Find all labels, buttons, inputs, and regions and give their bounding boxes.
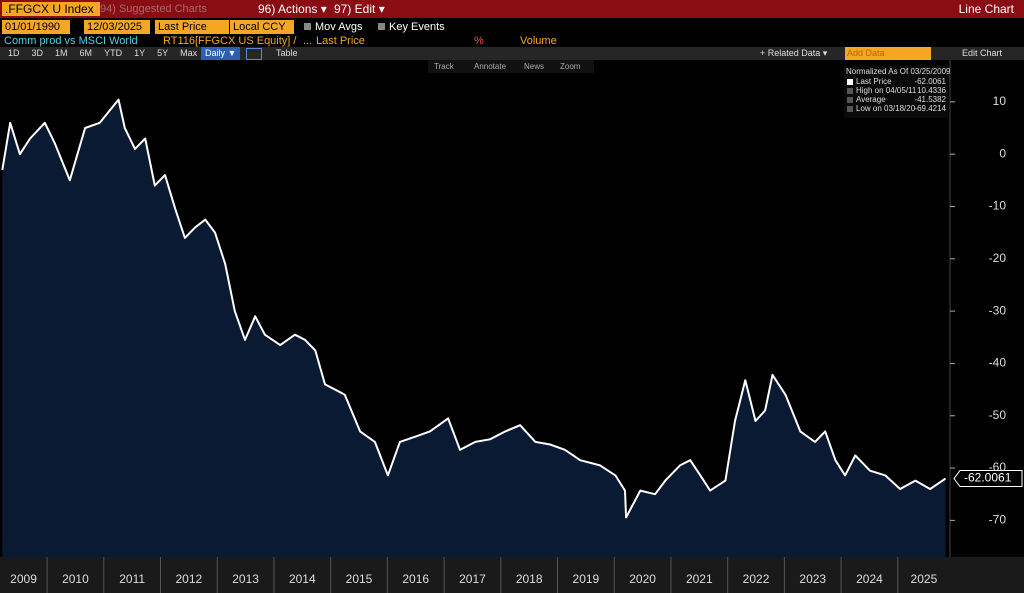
security: RT116[FFGCX US Equity] / <box>163 35 297 47</box>
x-tick-label: 2023 <box>799 572 826 586</box>
legend-box <box>844 66 948 118</box>
x-tick-label: 2017 <box>459 572 486 586</box>
y-tick-label: -40 <box>989 356 1007 370</box>
legend-label: Low on 03/18/20 <box>856 104 916 113</box>
period-button[interactable]: Max <box>180 48 198 58</box>
suggested-charts[interactable]: 94) Suggested Charts <box>100 3 208 15</box>
x-tick-label: 2010 <box>62 572 89 586</box>
x-tick-label: 2015 <box>346 572 373 586</box>
field-label: Last Price <box>316 35 365 47</box>
period-button[interactable]: YTD <box>104 48 123 58</box>
mov-avgs[interactable]: Mov Avgs <box>304 20 363 34</box>
period-button[interactable]: 1Y <box>134 48 146 58</box>
period-button[interactable]: 3D <box>31 48 44 58</box>
last-price-tag: -62.0061 <box>964 471 1012 485</box>
period-button[interactable]: 1M <box>55 48 68 58</box>
x-tick-label: 2025 <box>911 572 938 586</box>
legend-label: Average <box>856 95 886 104</box>
y-tick-label: 0 <box>999 146 1006 160</box>
legend-label: Last Price <box>856 77 892 86</box>
legend-label: High on 04/05/11 <box>856 86 917 95</box>
mov-avgs-label: Mov Avgs <box>315 21 363 33</box>
period-button[interactable]: 1D <box>8 48 20 58</box>
volume: Volume <box>520 35 557 47</box>
chart-tool[interactable]: Zoom <box>560 62 581 71</box>
checkbox[interactable] <box>378 23 385 30</box>
x-tick-label: 2024 <box>856 572 883 586</box>
end-date[interactable]: 12/03/2025 <box>84 20 150 34</box>
legend-value: -69.4214 <box>914 104 946 113</box>
chart-tools <box>428 60 594 73</box>
x-tick-label: 2011 <box>119 572 145 586</box>
period-buttons: 1D 3D 1M 6M YTD 1Y 5Y Max <box>8 46 209 60</box>
y-tick-label: -50 <box>989 408 1007 422</box>
start-date[interactable]: 01/01/1990 <box>2 20 70 34</box>
chart-tool[interactable]: Annotate <box>474 62 507 71</box>
legend-value: -62.0061 <box>914 77 946 86</box>
x-tick-label: 2016 <box>402 572 429 586</box>
chart-tool[interactable]: News <box>524 62 544 71</box>
edit-chart[interactable]: Edit Chart <box>962 48 1003 58</box>
legend-swatch <box>847 88 853 94</box>
toolbar <box>0 47 1024 60</box>
y-tick-label: -10 <box>989 199 1007 213</box>
price-line <box>1 98 947 519</box>
legend-swatch <box>847 97 853 103</box>
legend-title: Normalized As Of 03/25/2009 <box>846 67 951 76</box>
x-tick-label: 2014 <box>289 572 316 586</box>
table-button[interactable]: Table <box>276 48 298 58</box>
top-bar <box>0 0 1024 18</box>
actions-menu[interactable]: 96) Actions ▾ <box>258 2 327 16</box>
y-tick-label: -30 <box>989 303 1007 317</box>
description: Comm prod vs MSCI World <box>4 35 138 47</box>
legend-swatch <box>847 106 853 112</box>
last-price-tag-box <box>953 470 1023 488</box>
chart: Track Annotate News Zoom 10 0 -10 -20 -30 -40 -50 -… <box>0 60 1024 593</box>
checkbox[interactable] <box>304 23 311 30</box>
ellipsis: ... <box>303 35 313 47</box>
edit-menu[interactable]: 97) Edit ▾ <box>334 2 385 16</box>
x-tick-label: 2018 <box>516 572 543 586</box>
ticker[interactable]: .FFGCX U Index <box>2 2 100 16</box>
percent: % <box>474 35 484 47</box>
chart-tool[interactable]: Track <box>434 62 455 71</box>
y-tick-label: 10 <box>993 94 1007 108</box>
legend-swatch <box>847 79 853 85</box>
frequency[interactable]: Daily ▼ <box>201 47 241 60</box>
area-fill <box>2 99 946 557</box>
y-tick-label: -70 <box>989 513 1007 527</box>
add-data-input[interactable]: Add Data <box>845 47 931 60</box>
period-button[interactable]: 6M <box>79 48 93 58</box>
period-button[interactable]: 5Y <box>157 48 169 58</box>
legend-value: -41.5382 <box>914 95 946 104</box>
chart-icon[interactable] <box>246 48 262 60</box>
key-events[interactable]: Key Events <box>378 20 445 34</box>
x-tick-label: 2022 <box>743 572 770 586</box>
chart-type: Line Chart <box>958 2 1014 16</box>
y-tick-label: -20 <box>989 251 1007 265</box>
field-select[interactable]: Last Price <box>155 20 229 34</box>
x-tick-label: 2009 <box>10 572 37 586</box>
x-axis-band <box>0 557 1024 593</box>
x-tick-label: 2020 <box>629 572 656 586</box>
x-tick-label: 2013 <box>232 572 259 586</box>
x-tick-label: 2012 <box>176 572 203 586</box>
legend-value: 10.4336 <box>917 86 946 95</box>
related-data[interactable]: + Related Data ▾ <box>760 48 828 58</box>
x-tick-label: 2021 <box>686 572 713 586</box>
key-events-label: Key Events <box>389 21 445 33</box>
x-tick-label: 2019 <box>573 572 600 586</box>
currency-select[interactable]: Local CCY <box>230 20 294 34</box>
